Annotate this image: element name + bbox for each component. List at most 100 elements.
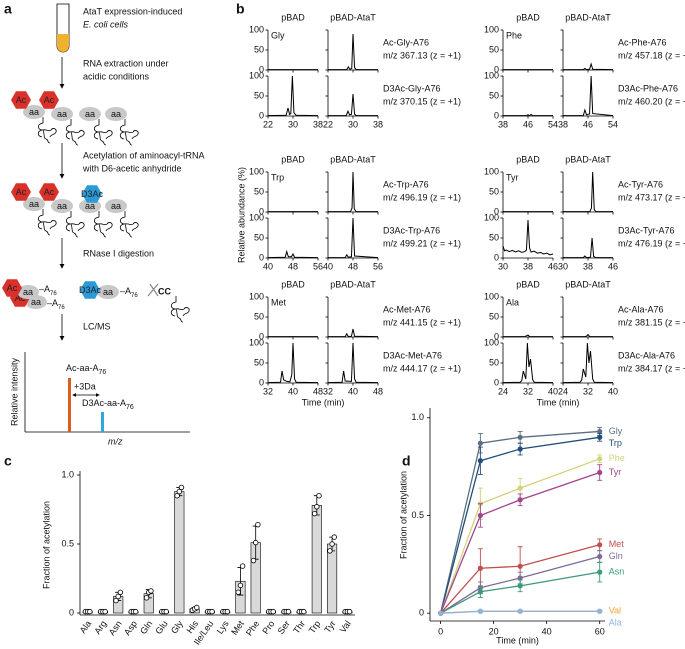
trace [328,328,379,338]
y-tick-label: 50 [489,44,499,54]
x-tick-label: Met [229,618,246,636]
replicate-dot [178,484,185,491]
fragment-text: –A [47,298,58,308]
trna [119,119,139,146]
x-tick-label: 48 [348,261,358,271]
y-tick-label: 50 [489,232,499,242]
hexagon-label: Ac [16,95,27,105]
x-tick-label: Ser [276,619,292,636]
hexagon-label: Ac [15,293,26,303]
x-tick-label: Val [338,619,353,635]
amino-acid-label: aa [85,201,95,211]
amino-acid-label: aa [111,201,121,211]
trna [37,117,57,144]
y-tick-label: 100 [249,291,264,301]
shift-label: +3Da [74,381,96,391]
x-tick-label: 46 [523,119,533,129]
fragment-label: –A76 [120,286,138,298]
trace [563,171,613,213]
replicate-dot [237,582,244,589]
x-tick-label: 54 [608,119,618,129]
trace [502,342,554,384]
series-line [440,571,600,614]
y-tick-label: 50 [254,232,264,242]
hexagon-label: D3Ac [79,285,102,295]
ion-label: D3Ac-Phe-A76 [618,83,678,93]
ion-mz: m/z 381.15 (z = +1) [618,317,685,327]
replicate-dot [285,608,292,615]
x-tick-label: 40 [323,261,333,271]
fragment-sub: 76 [58,305,65,311]
amino-acid-label: aa [57,109,67,119]
trace [502,219,554,256]
marker [517,434,523,440]
x-tick-label: 22 [323,119,333,129]
step-text: LC/MS [83,321,111,331]
amino-acid-label: aa [31,297,41,307]
cc-label: CC [158,286,171,296]
marker [597,428,603,435]
replicate-dot [163,608,169,615]
analyte-label: Phe [506,30,522,40]
marker [477,512,483,519]
marker [517,583,523,589]
amino-acid [51,199,73,213]
y-tick-label: 50 [489,357,499,367]
y-tick-label: 100 [249,24,264,34]
trna [37,209,57,236]
y-tick-label: 50 [254,357,264,367]
marker [477,458,483,464]
marker [597,553,603,560]
x-tick-label: 32 [323,386,333,396]
bar [174,491,185,614]
ion-label: D3Ac-Gly-A76 [383,83,441,93]
x-axis-label: Time (min) [496,635,539,645]
step-text: RNase I digestion [83,248,154,258]
legend-label: Gly [609,426,623,436]
marker [477,565,483,571]
spectrum-x-label: m/z [108,436,123,446]
y-tick-label: 50 [489,311,499,321]
x-tick-label: Pro [260,619,276,636]
y-tick-label: 100 [484,212,499,222]
acetyl-hexagon [11,91,31,109]
replicate-dot [174,493,180,499]
x-tick-label: 40 [263,261,273,271]
ion-label: D3Ac-Met-A76 [383,350,442,360]
y-tick-label: 0 [259,252,264,262]
step-text: with D6-acetic anhydride [82,163,182,173]
y-tick-label: 100 [484,70,499,80]
amino-acid-label: aa [23,287,33,297]
replicate-dot [115,593,121,600]
analyte-label: Tyr [506,172,519,182]
replicate-dot [301,608,307,615]
x-axis-label: Time (min) [537,397,580,407]
x-tick-label: 48 [373,386,383,396]
ion-mz: m/z 370.15 (z = +1) [383,96,461,106]
amino-acid [79,107,101,121]
step-text: acidic conditions [83,71,150,81]
trna [65,119,85,146]
hexagon-label: Ac [16,187,27,197]
trace [563,62,614,71]
x-tick-label: 40 [542,626,552,636]
x-tick-label: 60 [595,626,605,636]
ion-mz: m/z 457.18 (z = +1) [618,50,685,60]
replicate-dot [209,608,215,615]
x-tick-label: Arg [92,619,108,636]
tube-culture [57,34,69,52]
acetyl-hexagon [11,183,31,201]
marker [597,456,603,462]
replicate-dot [148,588,154,594]
x-tick-label: 30 [558,261,568,271]
replicate-dot [143,595,150,601]
y-tick-label: 100 [249,337,264,347]
column-header: pBAD [516,154,540,164]
y-tick-label: 50 [489,186,499,196]
amino-acid-label: aa [103,287,113,297]
column-header: pBAD-AtaT [330,12,376,22]
marker [477,608,483,614]
x-tick-label: 40 [288,386,298,396]
series-line [439,436,600,614]
ion-mz: m/z 460.20 (z = +1) [618,96,685,106]
